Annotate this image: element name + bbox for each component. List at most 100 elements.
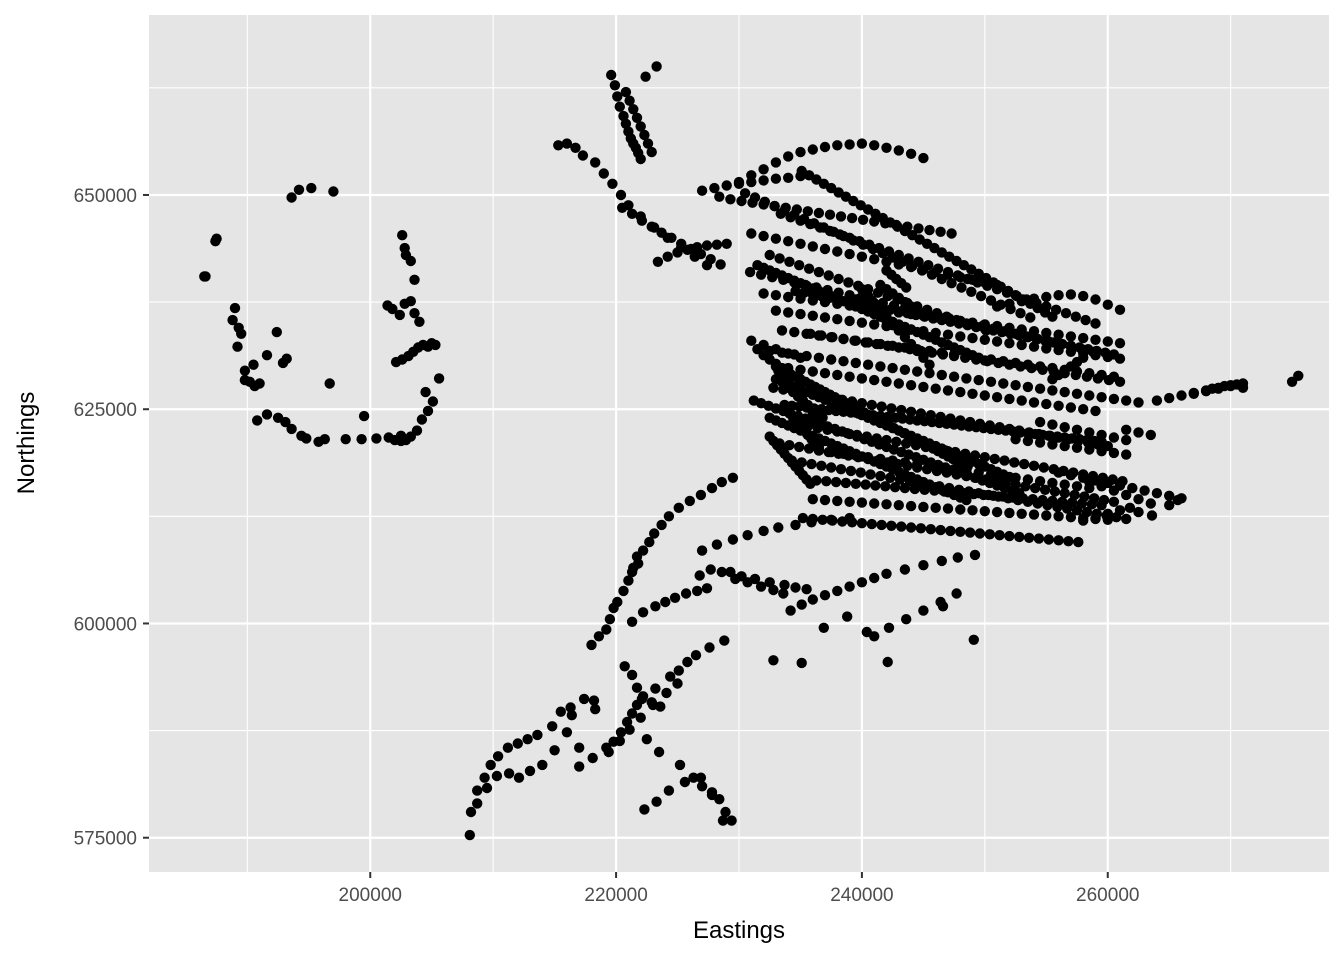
data-point <box>1022 332 1034 343</box>
data-point <box>818 622 829 633</box>
data-point <box>979 452 990 463</box>
data-point <box>1014 330 1025 341</box>
data-point <box>901 614 912 625</box>
data-point <box>1102 336 1114 347</box>
data-point <box>899 564 911 575</box>
data-point <box>857 214 869 225</box>
data-point <box>962 273 973 285</box>
data-point <box>955 331 966 342</box>
data-point <box>832 314 843 325</box>
data-point <box>479 772 490 783</box>
data-point <box>918 309 929 321</box>
data-point <box>666 232 677 243</box>
data-point <box>646 146 657 158</box>
data-point <box>409 274 420 285</box>
data-point <box>924 460 935 471</box>
data-point <box>870 480 881 491</box>
data-point <box>1084 444 1095 455</box>
data-point <box>590 704 601 715</box>
data-point <box>574 742 585 753</box>
data-point <box>856 373 868 384</box>
data-point <box>1057 338 1068 350</box>
data-point <box>1059 422 1070 433</box>
data-point <box>758 164 769 175</box>
data-point <box>524 765 536 777</box>
data-point <box>816 460 827 471</box>
data-point <box>803 263 815 274</box>
data-point <box>673 665 684 676</box>
data-point <box>1096 500 1107 511</box>
data-point <box>586 639 597 651</box>
data-point <box>951 588 962 599</box>
data-point <box>869 374 880 386</box>
data-point <box>887 362 898 374</box>
data-point <box>880 481 891 492</box>
data-point <box>650 683 661 694</box>
data-point <box>819 494 831 506</box>
data-point <box>1039 484 1051 495</box>
data-point <box>918 381 929 393</box>
data-point <box>837 516 848 527</box>
data-point <box>770 290 782 301</box>
data-point <box>905 148 917 159</box>
data-point <box>856 317 868 328</box>
data-point <box>1049 486 1061 497</box>
data-point <box>834 229 845 240</box>
data-point <box>651 796 662 807</box>
data-point <box>492 751 504 762</box>
data-point <box>905 406 917 417</box>
data-point <box>635 121 646 132</box>
data-point <box>930 502 941 513</box>
data-point <box>609 80 621 91</box>
data-point <box>814 222 826 233</box>
data-point <box>925 524 936 535</box>
data-point <box>807 310 818 321</box>
data-point <box>1048 337 1059 348</box>
data-point <box>783 307 794 318</box>
data-point <box>1066 497 1078 508</box>
data-point <box>1047 385 1058 396</box>
data-point <box>871 338 882 350</box>
data-point <box>789 326 800 338</box>
data-point <box>715 259 726 270</box>
data-point <box>984 529 995 540</box>
x-tick-label: 240000 <box>830 885 893 906</box>
data-point <box>1016 339 1027 351</box>
data-point <box>679 776 691 788</box>
data-point <box>838 333 849 345</box>
data-point <box>680 588 692 599</box>
data-point <box>758 175 769 186</box>
data-point <box>899 457 911 468</box>
data-point <box>1060 308 1072 319</box>
data-point <box>1108 349 1120 360</box>
data-point <box>937 349 949 360</box>
data-point <box>1059 440 1070 452</box>
data-point <box>893 306 904 317</box>
data-point <box>1172 494 1184 506</box>
data-point <box>843 277 854 288</box>
data-point <box>991 392 1003 403</box>
data-point <box>690 650 702 661</box>
data-point <box>619 661 630 672</box>
data-point <box>909 483 920 495</box>
data-point <box>886 520 897 531</box>
data-point <box>903 253 914 264</box>
data-point <box>1076 498 1088 509</box>
data-point <box>1041 343 1052 354</box>
data-point <box>1022 435 1034 447</box>
data-point <box>764 249 775 261</box>
data-point <box>882 656 893 668</box>
data-point <box>1028 341 1040 352</box>
data-point <box>844 371 855 382</box>
data-point <box>821 476 832 487</box>
data-point <box>964 527 976 538</box>
data-point <box>899 328 911 339</box>
data-point <box>749 573 761 585</box>
data-point <box>776 325 788 336</box>
data-point <box>972 277 983 288</box>
data-point <box>985 376 997 387</box>
data-point <box>805 328 816 339</box>
data-point <box>229 302 241 314</box>
data-point <box>1078 515 1089 526</box>
data-point <box>885 472 896 483</box>
